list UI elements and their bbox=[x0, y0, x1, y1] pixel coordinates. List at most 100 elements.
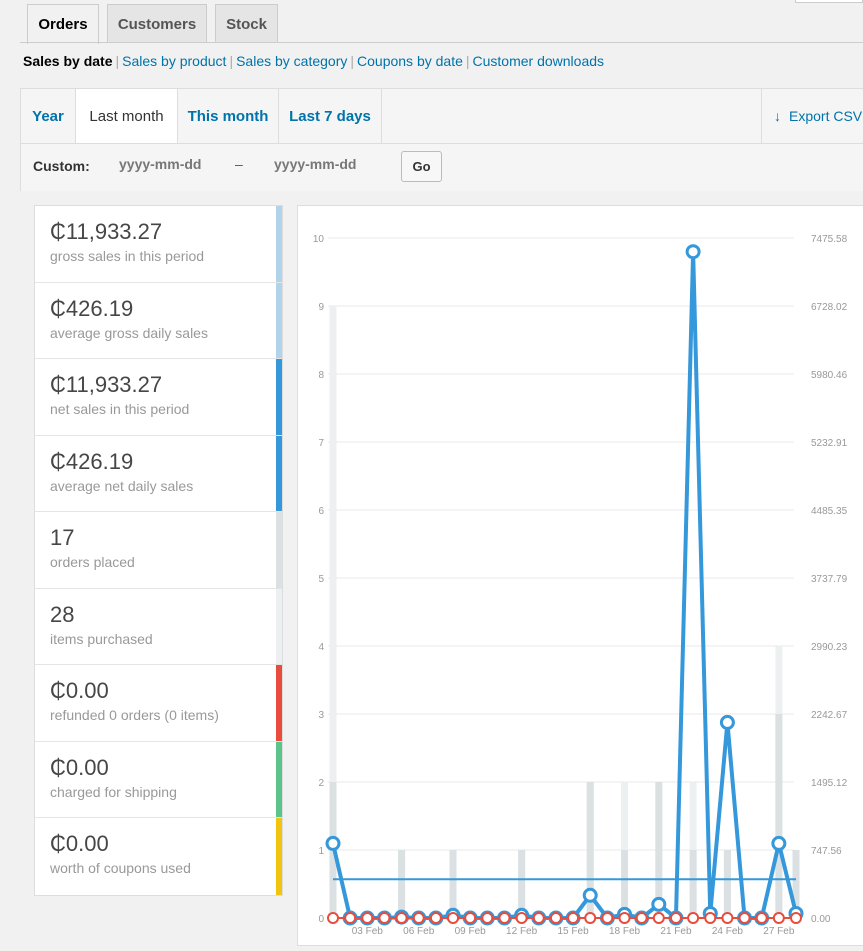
y-left-tick-label: 7 bbox=[318, 438, 324, 449]
y-left-tick-label: 4 bbox=[318, 642, 324, 653]
x-tick-label: 12 Feb bbox=[506, 926, 538, 937]
subnav-customer-downloads[interactable]: Customer downloads bbox=[472, 53, 605, 69]
x-tick-label: 27 Feb bbox=[763, 926, 795, 937]
refund-point[interactable] bbox=[549, 912, 562, 924]
y-left-tick-label: 2 bbox=[318, 778, 324, 789]
refund-point[interactable] bbox=[429, 912, 442, 924]
range-year[interactable]: Year bbox=[21, 89, 76, 143]
legend-label: refunded 0 orders (0 items) bbox=[50, 707, 219, 723]
legend-color-bar bbox=[276, 359, 282, 435]
refund-point[interactable] bbox=[344, 912, 357, 924]
legend-value: ₵426.19 bbox=[50, 448, 134, 474]
subnav-sales-by-product[interactable]: Sales by product bbox=[122, 53, 227, 69]
chart-legend: ₵11,933.27 gross sales in this period ₵426… bbox=[34, 205, 283, 896]
orders-bar bbox=[723, 850, 731, 918]
legend-label: average net daily sales bbox=[50, 477, 194, 494]
custom-label: Custom: bbox=[33, 158, 90, 174]
refund-point[interactable] bbox=[635, 912, 648, 924]
range-this-month[interactable]: This month bbox=[178, 89, 279, 143]
legend-color-bar bbox=[276, 665, 282, 741]
refund-point[interactable] bbox=[669, 912, 682, 924]
legend-item[interactable]: ₵426.19 average net daily sales bbox=[35, 435, 282, 512]
refund-point[interactable] bbox=[772, 912, 785, 924]
refund-point[interactable] bbox=[652, 912, 665, 924]
net-sales-point[interactable] bbox=[582, 887, 598, 903]
legend-item[interactable]: ₵0.00 refunded 0 orders (0 items) bbox=[35, 665, 282, 742]
refund-point[interactable] bbox=[704, 912, 717, 924]
y-left-tick-label: 9 bbox=[318, 302, 324, 313]
export-csv-button[interactable]: ↓ Export CSV bbox=[761, 89, 863, 143]
net-sales-point[interactable] bbox=[771, 835, 787, 851]
refund-point[interactable] bbox=[515, 912, 528, 924]
orders-bar bbox=[655, 782, 663, 918]
legend-label: net sales in this period bbox=[50, 401, 190, 417]
y-right-tick-label: 2242.67 bbox=[811, 710, 848, 721]
legend-label: items purchased bbox=[50, 630, 153, 647]
y-right-tick-label: 3737.79 bbox=[811, 574, 848, 585]
x-tick-label: 18 Feb bbox=[609, 926, 641, 937]
sales-chart: 0 0.00 1 747.56 2 1495.12 3 2242.67 4 2990.23 5 373… bbox=[297, 205, 863, 946]
refund-point[interactable] bbox=[361, 912, 374, 924]
refund-point[interactable] bbox=[790, 912, 802, 924]
range-last-7-days[interactable]: Last 7 days bbox=[279, 89, 382, 143]
legend-value: ₵0.00 bbox=[50, 831, 109, 856]
export-csv-label: Export CSV bbox=[789, 108, 863, 124]
refund-point[interactable] bbox=[395, 912, 408, 924]
sales-chart-svg: 0 0.00 1 747.56 2 1495.12 3 2242.67 4 2990.23 5 373… bbox=[313, 234, 848, 937]
orders-bar bbox=[518, 850, 526, 918]
y-right-tick-label: 7475.58 bbox=[811, 234, 848, 245]
net-sales-point[interactable] bbox=[719, 714, 735, 730]
refund-point[interactable] bbox=[498, 912, 511, 924]
tab-customers[interactable]: Customers bbox=[107, 4, 207, 43]
subnav-coupons-by-date[interactable]: Coupons by date bbox=[357, 53, 463, 69]
refund-point[interactable] bbox=[618, 912, 631, 924]
y-left-tick-label: 10 bbox=[313, 234, 325, 245]
refund-point[interactable] bbox=[755, 912, 768, 924]
refund-point[interactable] bbox=[481, 912, 494, 924]
refund-point[interactable] bbox=[412, 912, 425, 924]
range-last-month[interactable]: Last month bbox=[76, 89, 178, 144]
legend-item[interactable]: ₵11,933.27 gross sales in this period bbox=[35, 206, 282, 283]
net-sales-point[interactable] bbox=[685, 244, 701, 260]
refund-point[interactable] bbox=[464, 912, 477, 924]
date-range-panel: Year Last month This month Last 7 days ↓… bbox=[20, 88, 863, 191]
refund-point[interactable] bbox=[584, 912, 597, 924]
tab-orders[interactable]: Orders bbox=[27, 4, 99, 44]
refund-point[interactable] bbox=[738, 912, 751, 924]
legend-value: ₵0.00 bbox=[50, 754, 109, 780]
tab-stock[interactable]: Stock bbox=[215, 4, 278, 43]
legend-value: 28 bbox=[50, 601, 75, 627]
legend-item[interactable]: 17 orders placed bbox=[35, 512, 282, 589]
go-button[interactable]: Go bbox=[401, 151, 442, 182]
report-subnav: Sales by date | Sales by product | Sales by … bbox=[23, 53, 605, 69]
refund-point[interactable] bbox=[378, 912, 391, 924]
legend-item[interactable]: ₵426.19 average gross daily sales bbox=[35, 282, 282, 359]
y-right-tick-label: 1495.12 bbox=[811, 778, 848, 789]
net-sales-point[interactable] bbox=[651, 896, 667, 912]
y-left-tick-label: 1 bbox=[318, 846, 324, 857]
refund-point[interactable] bbox=[567, 912, 580, 924]
subnav-sales-by-date: Sales by date bbox=[23, 53, 113, 69]
custom-to-date-input[interactable] bbox=[274, 156, 384, 172]
subnav-sales-by-category[interactable]: Sales by category bbox=[236, 53, 348, 69]
refund-point[interactable] bbox=[447, 912, 460, 924]
refund-point[interactable] bbox=[532, 912, 545, 924]
date-separator: – bbox=[235, 156, 243, 172]
refund-point[interactable] bbox=[687, 912, 700, 924]
legend-item[interactable]: ₵0.00 worth of coupons used bbox=[35, 818, 282, 895]
net-sales-point[interactable] bbox=[325, 835, 341, 851]
orders-bar bbox=[792, 850, 800, 918]
legend-item[interactable]: ₵11,933.27 net sales in this period bbox=[35, 359, 282, 436]
refund-point[interactable] bbox=[601, 912, 614, 924]
refund-point[interactable] bbox=[721, 912, 734, 924]
orders-bar bbox=[621, 850, 629, 918]
x-tick-label: 24 Feb bbox=[712, 926, 744, 937]
refund-point[interactable] bbox=[327, 912, 339, 924]
custom-from-date-input[interactable] bbox=[119, 156, 229, 172]
legend-item[interactable]: ₵0.00 charged for shipping bbox=[35, 741, 282, 818]
y-left-tick-label: 8 bbox=[318, 370, 324, 381]
screen-options-tab[interactable] bbox=[795, 0, 863, 3]
legend-item[interactable]: 28 items purchased bbox=[35, 588, 282, 665]
y-left-tick-label: 3 bbox=[318, 710, 324, 721]
net-sales-line bbox=[331, 249, 798, 920]
